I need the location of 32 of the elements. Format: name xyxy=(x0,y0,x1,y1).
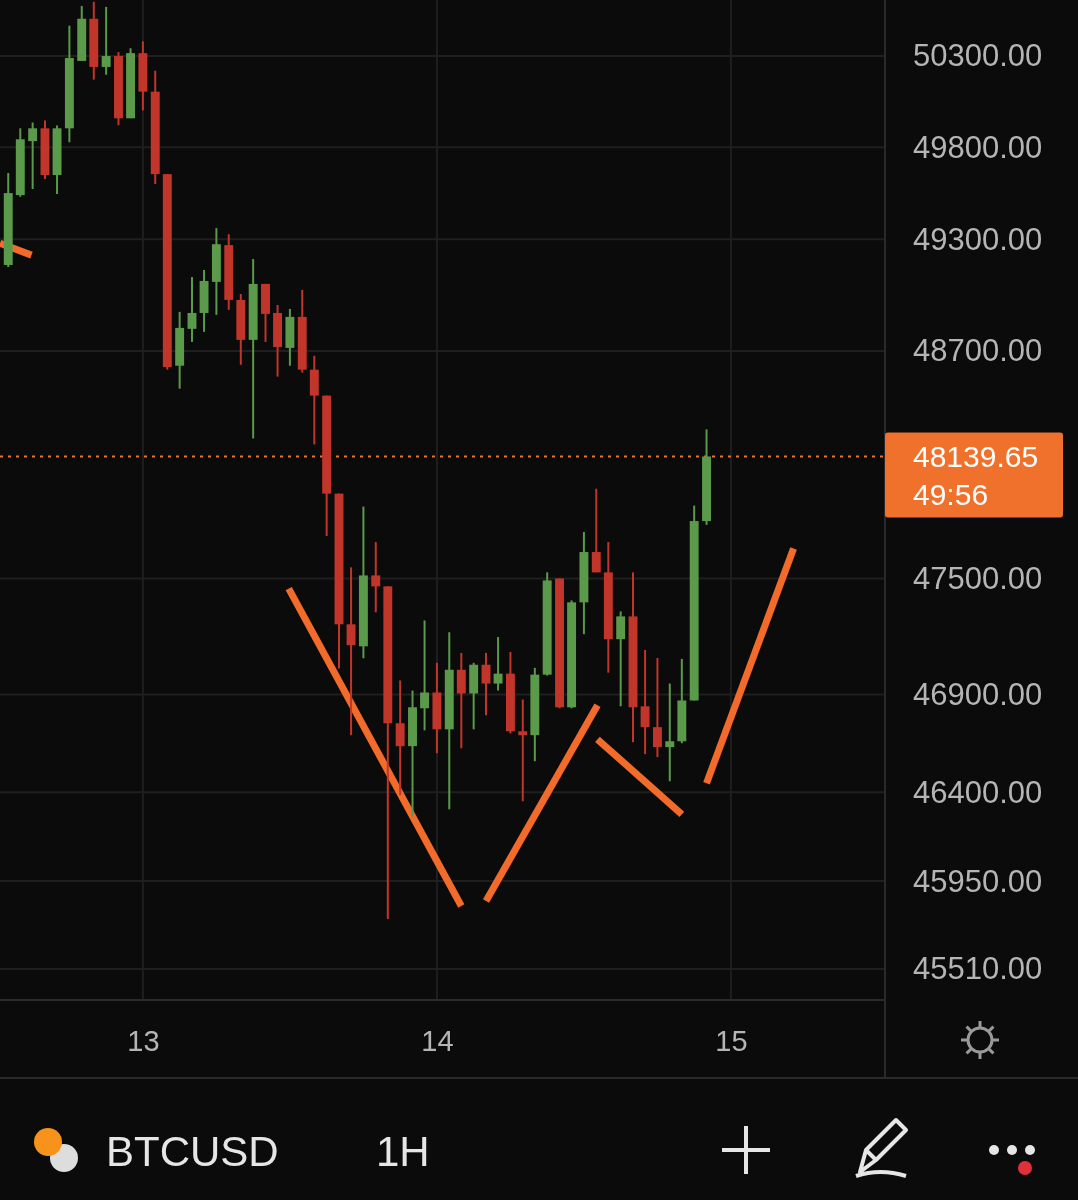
candlestick xyxy=(420,619,430,732)
candlestick xyxy=(346,566,356,737)
x-tick-label: 15 xyxy=(715,1024,748,1057)
ref-line-label: 48139.65 xyxy=(913,440,1039,474)
candlestick xyxy=(395,679,405,797)
candlestick xyxy=(493,636,503,692)
candlestick xyxy=(652,656,662,759)
candlestick xyxy=(518,698,528,803)
y-tick-label: 46400.00 xyxy=(913,774,1043,810)
y-tick-label: 45510.00 xyxy=(913,951,1043,987)
x-tick-label: 13 xyxy=(127,1024,160,1057)
candlestick xyxy=(101,5,111,76)
y-tick-label: 49300.00 xyxy=(913,221,1043,257)
candlestick xyxy=(371,541,381,614)
candlestick xyxy=(616,610,626,708)
candlestick xyxy=(665,682,675,783)
text: BTCUSD xyxy=(106,1128,279,1175)
y-tick-label: 50300.00 xyxy=(913,38,1043,74)
candlestick xyxy=(187,276,197,343)
y-tick-label: 47500.00 xyxy=(913,560,1043,596)
candlestick xyxy=(640,649,650,756)
y-tick-label: 45950.00 xyxy=(913,863,1043,899)
candlestick xyxy=(28,121,38,191)
candlestick xyxy=(591,487,601,574)
candlestick xyxy=(481,651,491,717)
y-tick-label: 49800.00 xyxy=(913,129,1043,165)
candlestick xyxy=(456,651,466,750)
text: 1H xyxy=(376,1128,430,1175)
x-tick-label: 14 xyxy=(421,1024,454,1057)
y-tick-label: 48700.00 xyxy=(913,333,1043,369)
y-tick-label: 46900.00 xyxy=(913,676,1043,712)
text: 49:56 xyxy=(913,478,989,512)
